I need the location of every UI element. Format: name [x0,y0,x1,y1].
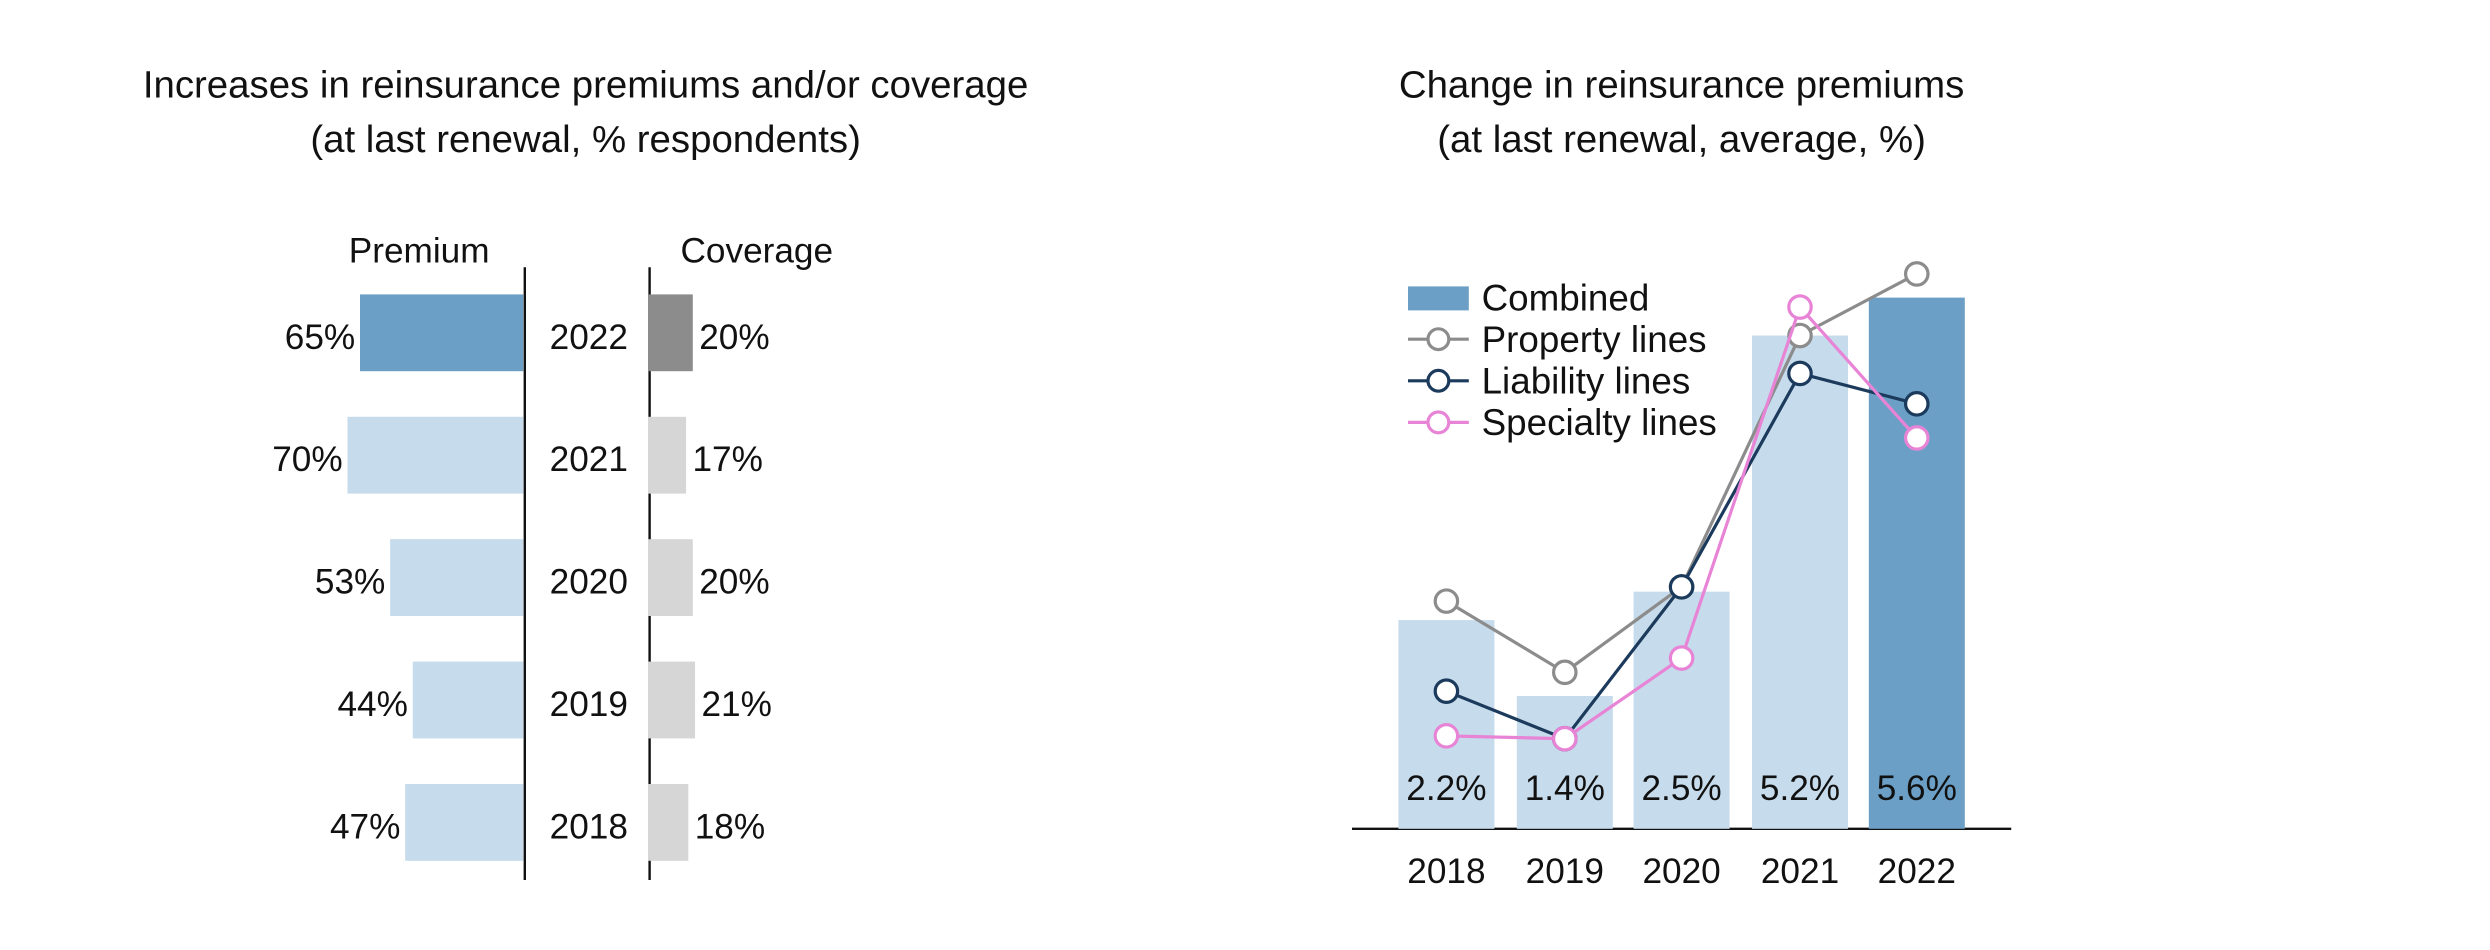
premium-value-label: 70% [272,440,342,479]
coverage-bar [648,539,693,616]
x-tick-label: 2018 [1407,852,1485,891]
legend-specialty-lines-label: Specialty lines [1482,402,1717,443]
year-label: 2020 [550,563,628,602]
left-chart-bars: 65% 2022 20% 70% 2021 17% 53% 2020 20% 44% 2019 21%… [272,294,772,861]
liability-lines-point [1904,391,1930,417]
liability-lines-point [1668,574,1695,600]
combined-bar [1868,297,1965,829]
premium-bar [347,416,524,494]
premium-value-label: 65% [285,318,355,357]
specialty-lines-point [1787,294,1813,320]
combined-bar [1633,591,1730,829]
coverage-value-label: 20% [699,563,769,602]
right-chart-lines [1433,261,1930,752]
coverage-value-label: 17% [692,440,762,479]
coverage-bar [648,784,689,861]
premium-bar [390,539,524,616]
x-tick-label: 2020 [1642,852,1720,891]
specialty-lines-point [1668,645,1695,671]
premium-header: Premium [349,231,490,270]
right-chart-title: Change in reinsurance premiums [1399,64,1964,107]
x-tick-label: 2022 [1878,852,1956,891]
legend-combined-swatch [1408,286,1469,311]
property-lines-point [1904,261,1930,287]
x-tick-label: 2021 [1761,852,1839,891]
premium-bar [405,784,524,861]
liability-lines-point [1787,360,1813,387]
left-chart-title: Increases in reinsurance premiums and/or… [143,64,1029,107]
specialty-lines-point [1904,425,1930,451]
year-label: 2021 [550,440,628,479]
combined-value-label: 5.6% [1877,769,1957,808]
combined-value-label: 2.5% [1641,769,1721,808]
year-label: 2022 [550,318,628,357]
premium-bar [412,661,524,739]
legend-liability-lines-marker [1426,368,1451,393]
property-lines-point [1552,659,1578,686]
specialty-lines-point [1433,723,1460,749]
coverage-value-label: 21% [701,685,771,724]
combined-value-label: 2.2% [1406,769,1486,808]
year-label: 2019 [550,685,628,724]
coverage-bar [648,416,687,494]
year-label: 2018 [550,807,628,846]
coverage-value-label: 20% [699,318,769,357]
coverage-header: Coverage [681,231,834,270]
premium-value-label: 47% [330,807,400,846]
legend-liability-lines-label: Liability lines [1482,361,1691,402]
combined-bar [1752,335,1848,829]
legend-property-lines-label: Property lines [1482,319,1707,360]
right-chart-bars: 2.2% 2018 1.4% 2019 2.5% 2020 5.2% 2021 5.6% 2022 [1398,297,1965,891]
premium-value-label: 44% [337,685,407,724]
liability-lines-point [1433,678,1460,705]
premium-bar [360,294,524,372]
x-tick-label: 2019 [1526,852,1604,891]
legend-combined-label: Combined [1482,277,1650,318]
coverage-bar [648,294,693,372]
legend-specialty-lines-marker [1426,410,1451,435]
combined-value-label: 5.2% [1760,769,1840,808]
premium-value-label: 53% [315,563,385,602]
property-lines-point [1433,588,1460,614]
specialty-lines-point [1552,725,1578,752]
left-chart-subtitle: (at last renewal, % respondents) [310,118,861,161]
coverage-bar [648,661,696,739]
coverage-value-label: 18% [695,807,765,846]
right-chart-subtitle: (at last renewal, average, %) [1437,118,1926,161]
legend-property-lines-marker [1426,327,1451,352]
combined-value-label: 1.4% [1525,769,1605,808]
